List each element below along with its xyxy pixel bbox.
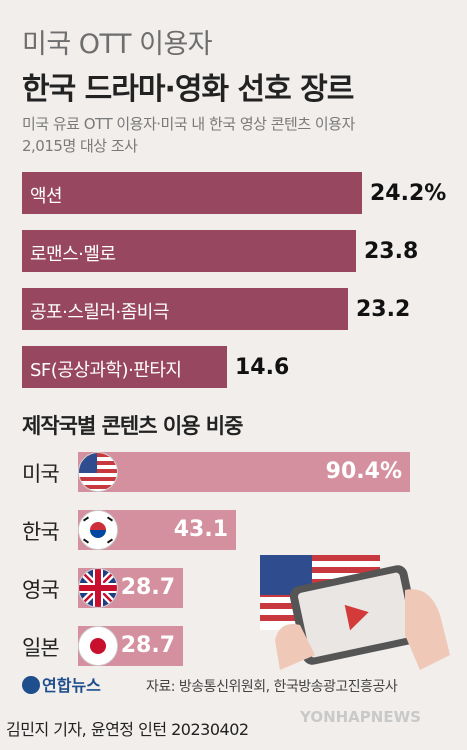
country-label: 한국 [22,520,60,544]
country-bar: 90.4% [78,452,410,492]
genre-bar: 액션 [22,172,362,214]
korea-flag-icon [78,510,118,550]
country-bar: 28.7 [78,626,183,666]
page-title: 한국 드라마·영화 선호 장르 [22,72,354,107]
phone-flag-illustration [255,545,455,675]
credit-text: 김민지 기자, 윤연정 인턴 20230402 [6,720,249,739]
country-bar: 28.7 [78,568,183,608]
genre-bar: 공포·스릴러·좀비극 [22,288,348,330]
country-bar-value: 28.7 [120,633,175,658]
us-flag-icon [78,452,118,492]
source-text: 자료: 방송통신위원회, 한국방송광고진흥공사 [146,679,398,695]
genre-bar-label: SF(공상과학)·판타지 [30,360,182,381]
logo-mark-icon [22,676,40,694]
country-label: 미국 [22,462,60,486]
genre-bar-label: 액션 [30,186,63,207]
country-label: 영국 [22,578,60,602]
title-line1: 미국 OTT 이용자 [22,29,213,60]
genre-bar-label: 로맨스·멜로 [30,244,116,265]
phone-icon [289,565,421,665]
hands-icon [275,589,450,670]
uk-flag-icon [78,568,118,608]
japan-flag-icon [78,626,118,666]
yonhap-logo: 연합뉴스 [22,672,101,696]
genre-bar-label: 공포·스릴러·좀비극 [30,302,169,323]
country-label: 일본 [22,636,60,660]
country-bar-value: 28.7 [120,575,175,600]
genre-bar: SF(공상과학)·판타지 [22,346,227,388]
genre-bar-value: 23.8 [364,239,419,264]
subtitle-line1: 미국 유료 OTT 이용자·미국 내 한국 영상 콘텐츠 이용자 [22,115,355,133]
genre-bar-value: 14.6 [235,355,290,380]
genre-bar-value: 24.2% [370,181,447,206]
watermark: YONHAPNEWS [300,708,421,726]
country-bar: 43.1 [78,510,236,550]
country-bar-value: 90.4% [325,459,402,484]
country-bar-value: 43.1 [173,517,228,542]
subtitle-line2: 2,015명 대상 조사 [22,137,138,155]
genre-bar-value: 23.2 [356,297,411,322]
genre-bar: 로맨스·멜로 [22,230,356,272]
country-chart-title: 제작국별 콘텐츠 이용 비중 [22,414,243,438]
